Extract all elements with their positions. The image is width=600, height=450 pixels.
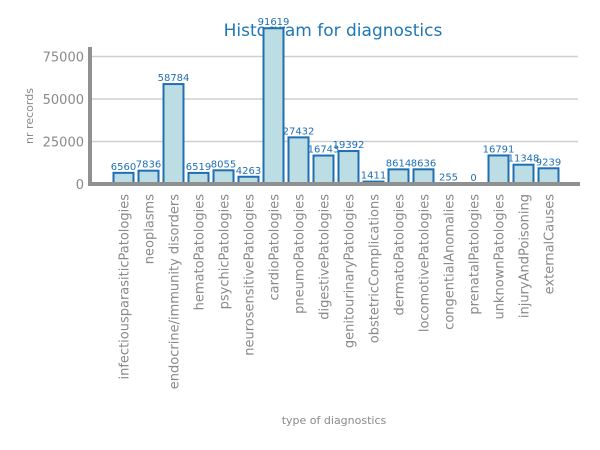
data-label: 6519 xyxy=(186,162,211,173)
bar xyxy=(487,154,510,186)
y-axis-label: nr records xyxy=(23,88,36,144)
x-tick-label: cardioPatologies xyxy=(268,194,283,301)
bar xyxy=(512,163,535,186)
y-tick-label: 0 xyxy=(76,178,84,193)
x-tick-label: dermatoPatologies xyxy=(393,194,408,316)
bar xyxy=(337,150,360,185)
data-label: 27432 xyxy=(283,126,315,137)
x-axis-label: type of diagnostics xyxy=(282,414,387,427)
data-label: 6560 xyxy=(111,162,136,173)
data-label: 16791 xyxy=(483,144,515,155)
data-label: 255 xyxy=(439,173,458,184)
x-tick-label: neurosensitivePatologies xyxy=(243,194,258,356)
x-tick-label: endocrine/immunity disorders xyxy=(168,194,183,389)
x-tick-label: infectiousparasiticPatologies xyxy=(118,194,133,380)
data-label: 0 xyxy=(470,173,476,184)
data-label: 7836 xyxy=(136,160,161,171)
x-tick-label: externalCauses xyxy=(543,194,558,295)
x-tick-label: obstetricComplications xyxy=(368,194,383,343)
x-tick-label: injuryAndPoisoning xyxy=(518,194,533,318)
data-label: 19392 xyxy=(333,140,365,151)
x-tick-label: congentialAnomalies xyxy=(443,194,458,330)
y-tick-label: 50000 xyxy=(43,93,84,108)
bar xyxy=(262,27,285,186)
y-ticks: 0 25000 50000 75000 xyxy=(43,51,84,194)
x-tick-label: unknownPatologies xyxy=(493,194,508,320)
data-label: 9239 xyxy=(536,157,561,168)
data-label: 11348 xyxy=(508,154,540,165)
y-tick-label: 75000 xyxy=(43,51,84,66)
bar xyxy=(412,168,435,186)
data-label: 4263 xyxy=(236,166,261,177)
y-tick-label: 25000 xyxy=(43,136,84,151)
bar xyxy=(212,169,235,186)
bar xyxy=(387,168,410,186)
x-tick-label: locomotivePatologies xyxy=(418,194,433,332)
bar xyxy=(162,83,185,185)
data-label: 58784 xyxy=(158,73,190,84)
bars xyxy=(112,27,560,186)
x-tick-label: digestivePatologies xyxy=(318,194,333,320)
x-ticks: infectiousparasiticPatologies neoplasms en… xyxy=(118,194,558,389)
x-tick-label: prenatalPatologies xyxy=(468,194,483,315)
chart-title: Histogram for diagnostics xyxy=(224,21,443,41)
x-tick-label: genitourinaryPatologies xyxy=(343,194,358,348)
bar xyxy=(287,136,310,185)
x-tick-label: hematoPatologies xyxy=(193,194,208,311)
bar xyxy=(537,167,560,186)
x-tick-label: pneumoPatologies xyxy=(293,194,308,314)
data-label: 16743 xyxy=(308,145,340,156)
data-label: 8055 xyxy=(211,159,236,170)
data-label: 1411 xyxy=(361,171,386,182)
x-tick-label: neoplasms xyxy=(143,194,158,264)
data-label: 91619 xyxy=(258,17,290,28)
bar xyxy=(312,154,335,185)
data-label: 8614 xyxy=(386,158,411,169)
x-tick-label: psychicPatologies xyxy=(218,194,233,310)
data-label: 8636 xyxy=(411,158,436,169)
